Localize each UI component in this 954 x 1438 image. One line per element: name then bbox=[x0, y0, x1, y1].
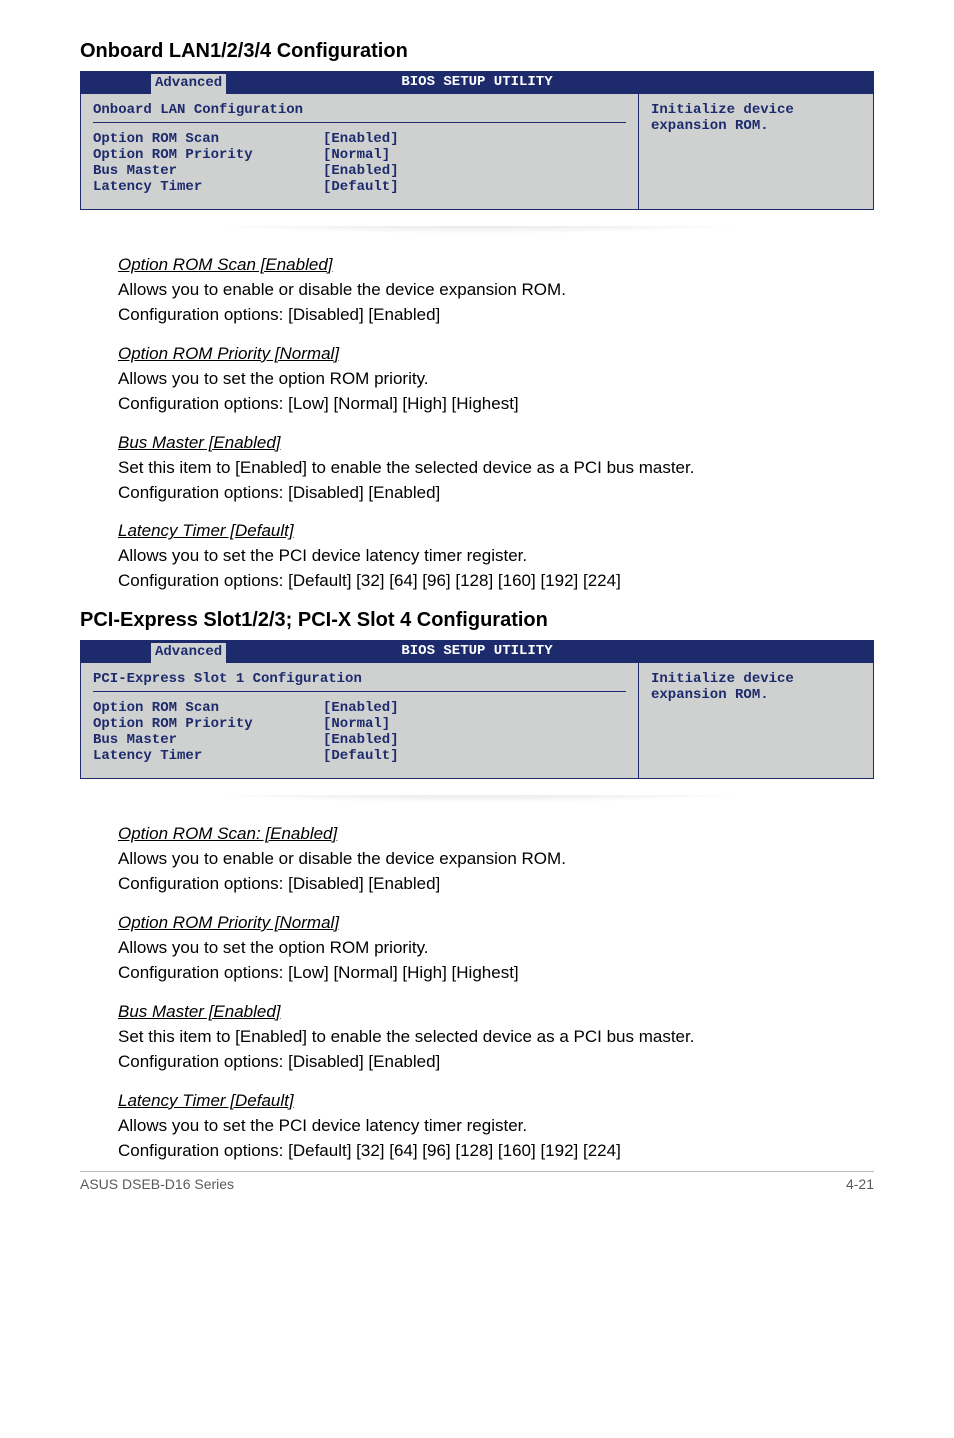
bios-row-label: Option ROM Scan bbox=[93, 700, 323, 716]
bios-row-label: Latency Timer bbox=[93, 179, 323, 195]
bios-help-text: Initialize device expansion ROM. bbox=[651, 102, 794, 134]
bios-row-label: Option ROM Scan bbox=[93, 131, 323, 147]
section1-item-2: Bus Master [Enabled] Set this item to [E… bbox=[118, 432, 874, 505]
bios-panel-title: Onboard LAN Configuration bbox=[93, 102, 626, 118]
item-title: Option ROM Scan [Enabled] bbox=[118, 254, 874, 277]
section1-item-3: Latency Timer [Default] Allows you to se… bbox=[118, 520, 874, 593]
bios-left-panel: PCI-Express Slot 1 Configuration Option … bbox=[81, 663, 639, 778]
bios-row-label: Option ROM Priority bbox=[93, 147, 323, 163]
bios-row[interactable]: Bus Master [Enabled] bbox=[93, 163, 626, 179]
bios-row-label: Bus Master bbox=[93, 732, 323, 748]
bios-shadow bbox=[80, 797, 874, 809]
section1-item-1: Option ROM Priority [Normal] Allows you … bbox=[118, 343, 874, 416]
bios-header: BIOS SETUP UTILITY Advanced bbox=[81, 641, 873, 663]
item-title: Bus Master [Enabled] bbox=[118, 432, 874, 455]
bios-divider bbox=[93, 122, 626, 123]
section2-heading: PCI-Express Slot1/2/3; PCI-X Slot 4 Conf… bbox=[80, 609, 874, 632]
item-opts: Configuration options: [Disabled] [Enabl… bbox=[118, 482, 874, 505]
bios-tab-advanced[interactable]: Advanced bbox=[151, 643, 226, 663]
bios-panel-2: BIOS SETUP UTILITY Advanced PCI-Express … bbox=[80, 640, 874, 779]
bios-row[interactable]: Option ROM Scan [Enabled] bbox=[93, 700, 626, 716]
item-title: Latency Timer [Default] bbox=[118, 520, 874, 543]
bios-row-value: [Default] bbox=[323, 748, 399, 764]
bios-row[interactable]: Latency Timer [Default] bbox=[93, 179, 626, 195]
bios-row-value: [Normal] bbox=[323, 147, 390, 163]
bios-row[interactable]: Option ROM Priority [Normal] bbox=[93, 716, 626, 732]
section2-item-1: Option ROM Priority [Normal] Allows you … bbox=[118, 912, 874, 985]
item-desc: Allows you to set the option ROM priorit… bbox=[118, 368, 874, 391]
bios-help-panel: Initialize device expansion ROM. bbox=[639, 663, 873, 778]
bios-help-text: Initialize device expansion ROM. bbox=[651, 671, 794, 703]
bios-row[interactable]: Bus Master [Enabled] bbox=[93, 732, 626, 748]
section2-item-3: Latency Timer [Default] Allows you to se… bbox=[118, 1090, 874, 1163]
item-desc: Allows you to set the PCI device latency… bbox=[118, 1115, 874, 1138]
bios-row-label: Bus Master bbox=[93, 163, 323, 179]
bios-left-panel: Onboard LAN Configuration Option ROM Sca… bbox=[81, 94, 639, 209]
item-title: Option ROM Scan: [Enabled] bbox=[118, 823, 874, 846]
bios-panel-title: PCI-Express Slot 1 Configuration bbox=[93, 671, 626, 687]
item-title: Latency Timer [Default] bbox=[118, 1090, 874, 1113]
bios-row[interactable]: Latency Timer [Default] bbox=[93, 748, 626, 764]
section1-item-0: Option ROM Scan [Enabled] Allows you to … bbox=[118, 254, 874, 327]
bios-row-value: [Enabled] bbox=[323, 131, 399, 147]
item-opts: Configuration options: [Default] [32] [6… bbox=[118, 570, 874, 593]
item-opts: Configuration options: [Disabled] [Enabl… bbox=[118, 1051, 874, 1074]
item-opts: Configuration options: [Low] [Normal] [H… bbox=[118, 393, 874, 416]
page-footer: ASUS DSEB-D16 Series 4-21 bbox=[80, 1171, 874, 1192]
item-desc: Allows you to set the option ROM priorit… bbox=[118, 937, 874, 960]
bios-row-value: [Enabled] bbox=[323, 700, 399, 716]
item-desc: Allows you to enable or disable the devi… bbox=[118, 279, 874, 302]
item-opts: Configuration options: [Disabled] [Enabl… bbox=[118, 873, 874, 896]
item-desc: Set this item to [Enabled] to enable the… bbox=[118, 1026, 874, 1049]
bios-row-value: [Enabled] bbox=[323, 163, 399, 179]
item-desc: Set this item to [Enabled] to enable the… bbox=[118, 457, 874, 480]
bios-shadow bbox=[80, 228, 874, 240]
item-opts: Configuration options: [Disabled] [Enabl… bbox=[118, 304, 874, 327]
bios-row[interactable]: Option ROM Priority [Normal] bbox=[93, 147, 626, 163]
item-opts: Configuration options: [Default] [32] [6… bbox=[118, 1140, 874, 1163]
section2-item-0: Option ROM Scan: [Enabled] Allows you to… bbox=[118, 823, 874, 896]
section2-item-2: Bus Master [Enabled] Set this item to [E… bbox=[118, 1001, 874, 1074]
item-title: Option ROM Priority [Normal] bbox=[118, 912, 874, 935]
bios-divider bbox=[93, 691, 626, 692]
footer-left: ASUS DSEB-D16 Series bbox=[80, 1176, 234, 1192]
item-desc: Allows you to enable or disable the devi… bbox=[118, 848, 874, 871]
bios-utility-title: BIOS SETUP UTILITY bbox=[401, 74, 552, 90]
footer-right: 4-21 bbox=[846, 1176, 874, 1192]
bios-utility-title: BIOS SETUP UTILITY bbox=[401, 643, 552, 659]
bios-help-panel: Initialize device expansion ROM. bbox=[639, 94, 873, 209]
bios-tab-advanced[interactable]: Advanced bbox=[151, 74, 226, 94]
section1-heading: Onboard LAN1/2/3/4 Configuration bbox=[80, 40, 874, 63]
item-opts: Configuration options: [Low] [Normal] [H… bbox=[118, 962, 874, 985]
bios-row-value: [Default] bbox=[323, 179, 399, 195]
bios-panel-1: BIOS SETUP UTILITY Advanced Onboard LAN … bbox=[80, 71, 874, 210]
bios-row[interactable]: Option ROM Scan [Enabled] bbox=[93, 131, 626, 147]
bios-row-label: Option ROM Priority bbox=[93, 716, 323, 732]
bios-row-value: [Enabled] bbox=[323, 732, 399, 748]
item-title: Bus Master [Enabled] bbox=[118, 1001, 874, 1024]
item-desc: Allows you to set the PCI device latency… bbox=[118, 545, 874, 568]
bios-row-value: [Normal] bbox=[323, 716, 390, 732]
bios-row-label: Latency Timer bbox=[93, 748, 323, 764]
bios-header: BIOS SETUP UTILITY Advanced bbox=[81, 72, 873, 94]
item-title: Option ROM Priority [Normal] bbox=[118, 343, 874, 366]
